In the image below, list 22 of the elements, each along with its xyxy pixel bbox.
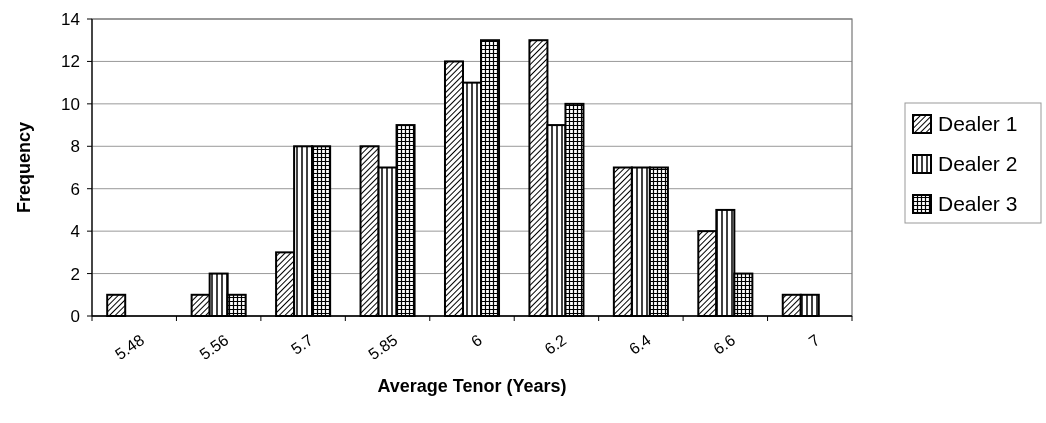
legend-label: Dealer 3 <box>938 192 1018 216</box>
y-tick-label: 8 <box>70 137 80 157</box>
y-tick-label: 14 <box>61 9 80 29</box>
y-tick-label: 0 <box>70 306 80 326</box>
y-axis-title: Frequency <box>14 121 34 214</box>
x-tick-label: 5.7 <box>288 331 317 358</box>
x-tick-label: 5.85 <box>365 331 401 363</box>
legend-label: Dealer 1 <box>938 112 1018 136</box>
x-axis-title: Average Tenor (Years) <box>377 376 567 396</box>
x-tick-label: 5.56 <box>196 331 232 363</box>
y-tick-label: 2 <box>70 264 80 284</box>
x-tick-label: 5.48 <box>111 331 148 363</box>
y-tick-label: 4 <box>70 222 80 242</box>
legend-label: Dealer 2 <box>938 152 1018 176</box>
x-tick-label: 6.6 <box>710 331 739 358</box>
x-tick-label: 6.4 <box>625 331 654 358</box>
x-tick-label: 6 <box>467 331 486 351</box>
x-tick-label: 7 <box>805 331 823 351</box>
y-tick-label: 12 <box>61 52 80 72</box>
y-tick-label: 10 <box>61 94 80 114</box>
x-tick-label: 6.2 <box>541 331 570 358</box>
y-tick-label: 6 <box>70 179 80 199</box>
